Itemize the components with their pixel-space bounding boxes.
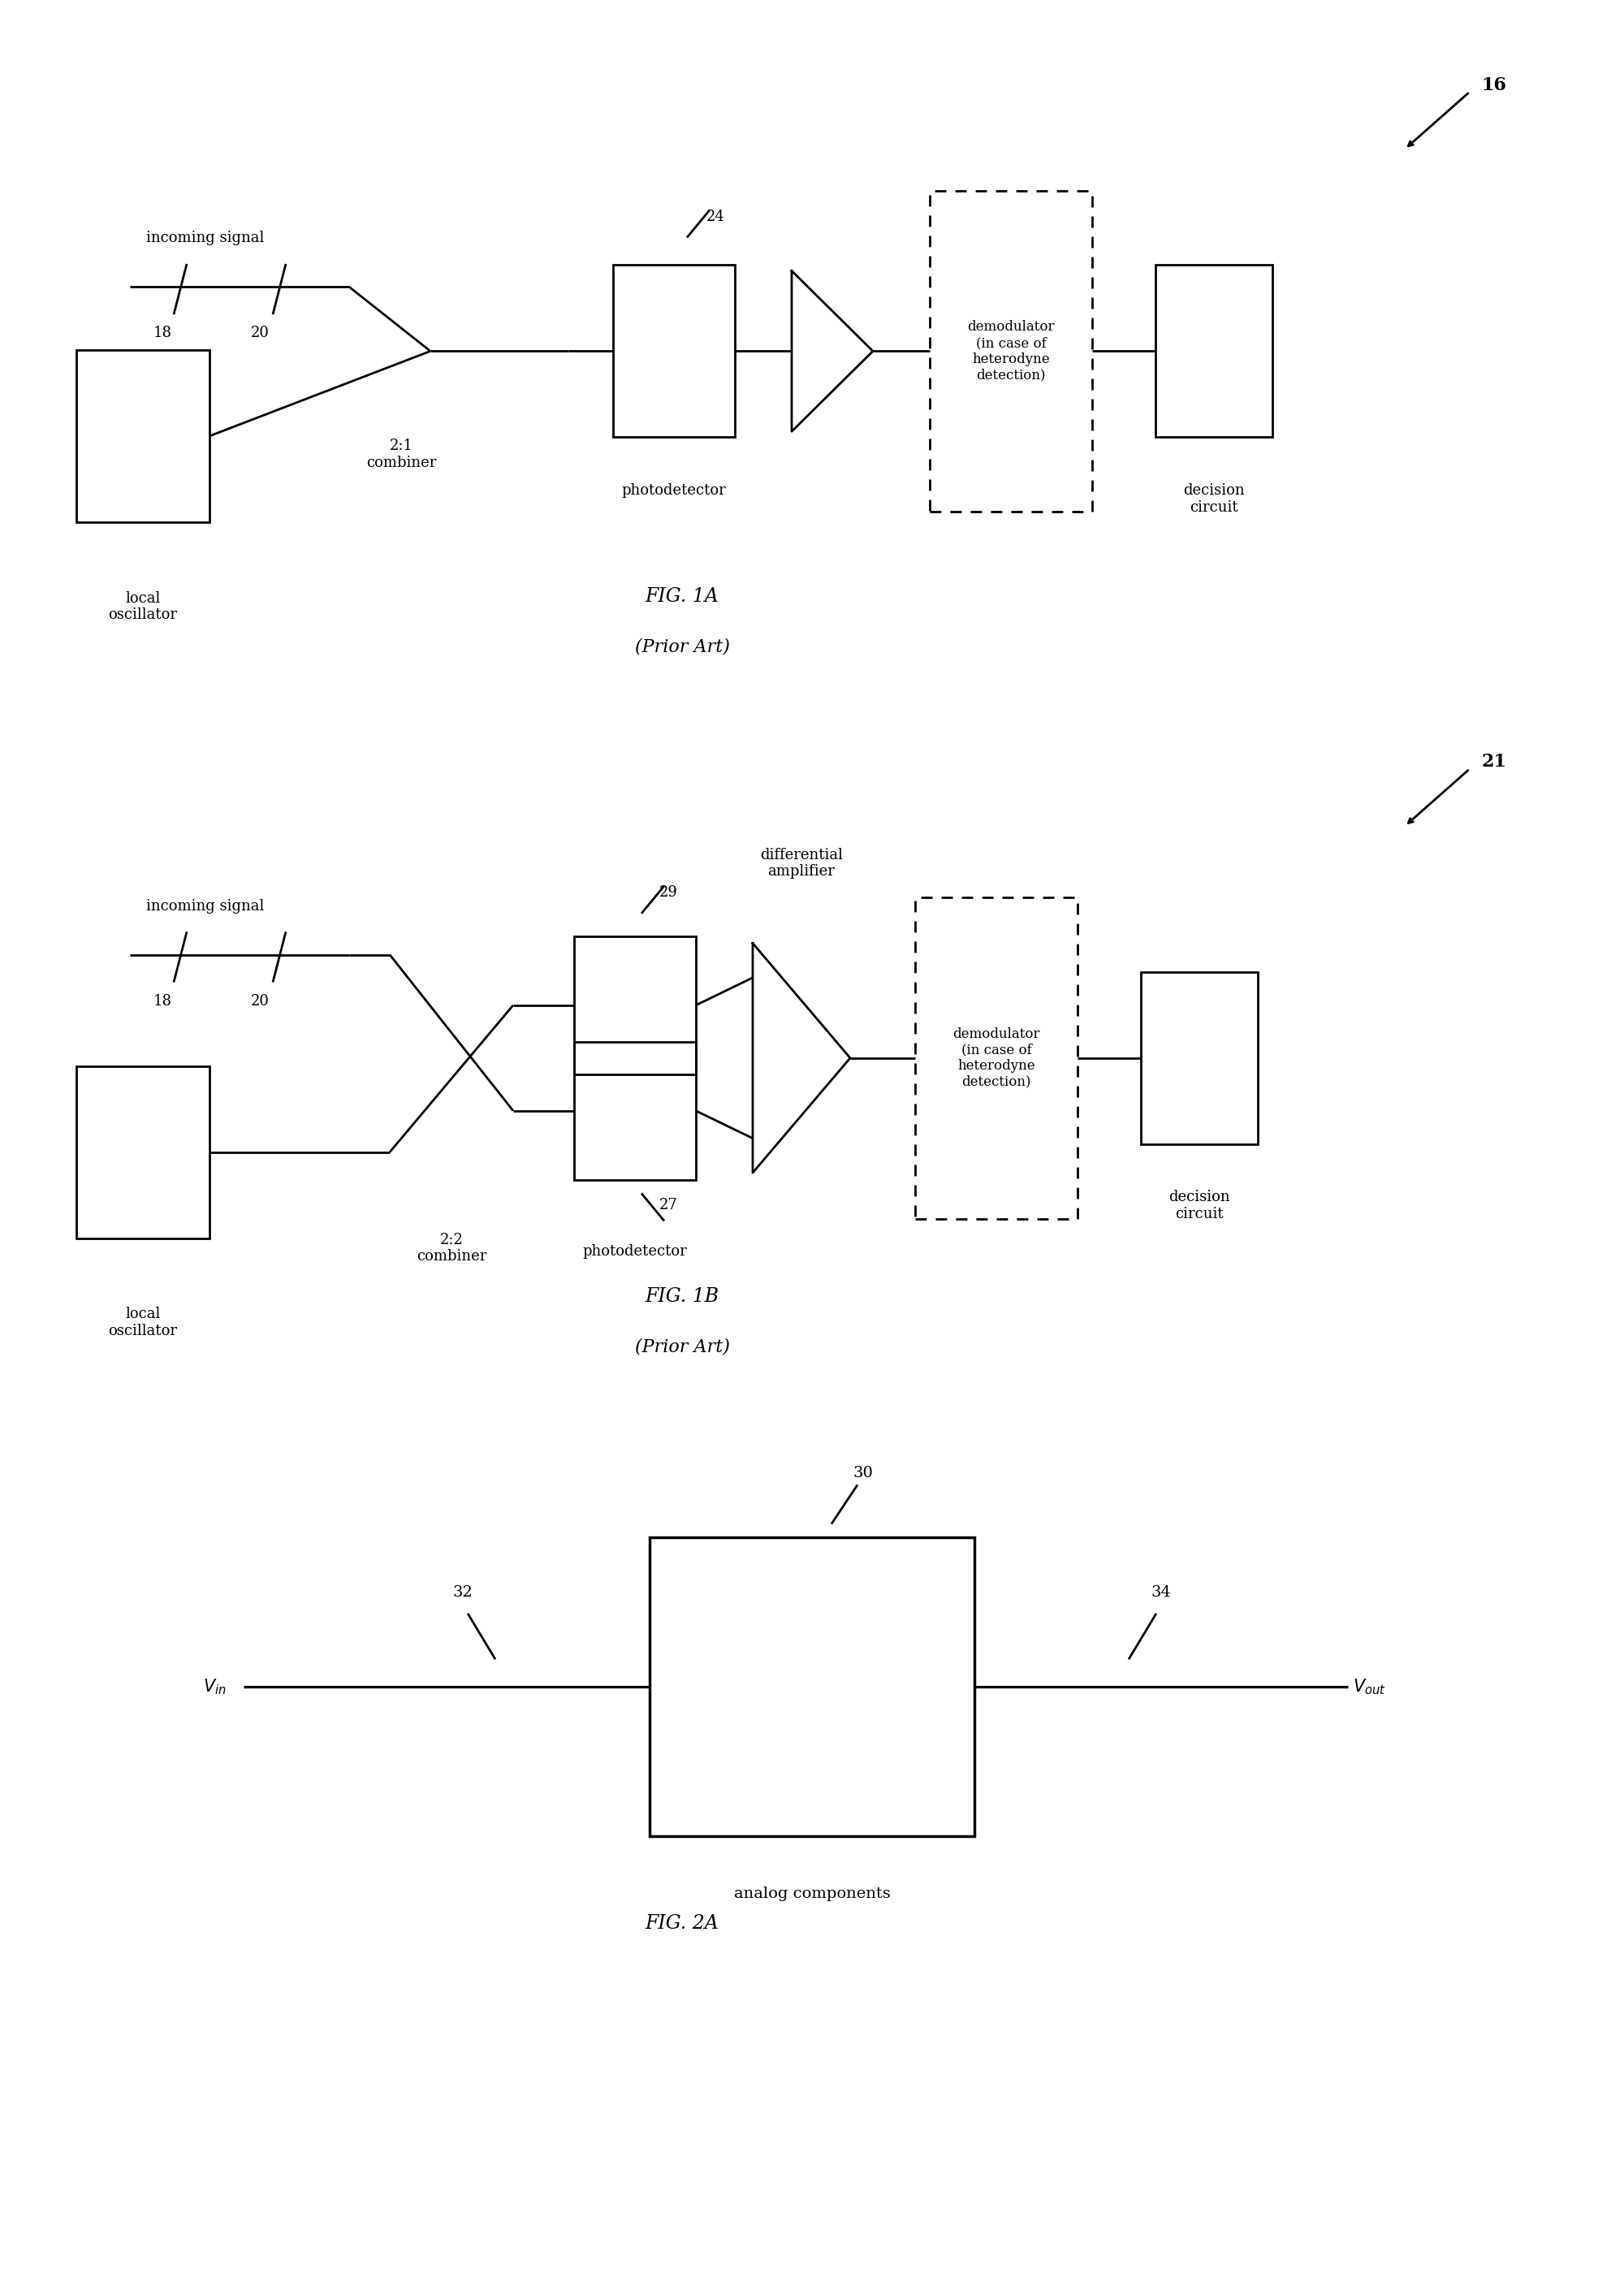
Text: 20: 20 bbox=[250, 326, 270, 340]
Text: demodulator
(in case of
heterodyne
detection): demodulator (in case of heterodyne detec… bbox=[953, 1028, 1039, 1088]
Bar bbox=[1140, 973, 1257, 1143]
Text: $V_{out}$: $V_{out}$ bbox=[1353, 1678, 1385, 1696]
Polygon shape bbox=[754, 943, 851, 1173]
Bar bbox=[914, 897, 1077, 1219]
Text: 27: 27 bbox=[659, 1198, 677, 1212]
Text: 20: 20 bbox=[250, 994, 270, 1008]
Text: 32: 32 bbox=[453, 1586, 473, 1600]
Text: incoming signal: incoming signal bbox=[146, 232, 265, 246]
Text: 2:1
combiner: 2:1 combiner bbox=[365, 438, 437, 470]
Text: local
oscillator: local oscillator bbox=[109, 1306, 177, 1338]
Text: 30: 30 bbox=[853, 1467, 872, 1480]
Text: decision
circuit: decision circuit bbox=[1184, 484, 1244, 514]
Bar bbox=[614, 266, 736, 436]
Text: 21: 21 bbox=[1481, 753, 1507, 771]
Text: $V_{in}$: $V_{in}$ bbox=[203, 1678, 226, 1696]
Text: 29: 29 bbox=[659, 886, 677, 900]
Text: 24: 24 bbox=[706, 209, 724, 225]
Text: differential
amplifier: differential amplifier bbox=[760, 847, 843, 879]
Bar bbox=[76, 1065, 209, 1239]
Text: FIG. 2A: FIG. 2A bbox=[645, 1914, 719, 1932]
Text: incoming signal: incoming signal bbox=[146, 900, 265, 913]
Text: FIG. 1A: FIG. 1A bbox=[645, 588, 719, 606]
Text: photodetector: photodetector bbox=[583, 1244, 687, 1258]
Bar bbox=[929, 190, 1091, 512]
Bar bbox=[76, 349, 209, 521]
Text: photodetector: photodetector bbox=[622, 484, 726, 498]
Text: local
oscillator: local oscillator bbox=[109, 590, 177, 622]
Bar bbox=[575, 936, 697, 1074]
Text: decision
circuit: decision circuit bbox=[1169, 1189, 1229, 1221]
Text: FIG. 1B: FIG. 1B bbox=[645, 1287, 719, 1306]
Text: 18: 18 bbox=[153, 326, 172, 340]
Text: (Prior Art): (Prior Art) bbox=[635, 638, 729, 656]
Text: 34: 34 bbox=[1151, 1586, 1171, 1600]
Text: 16: 16 bbox=[1481, 76, 1507, 94]
Bar bbox=[650, 1538, 974, 1836]
Polygon shape bbox=[791, 271, 874, 431]
Bar bbox=[1155, 266, 1272, 436]
Text: 18: 18 bbox=[153, 994, 172, 1008]
Text: analog components: analog components bbox=[734, 1886, 890, 1900]
Bar bbox=[575, 1042, 697, 1180]
Text: demodulator
(in case of
heterodyne
detection): demodulator (in case of heterodyne detec… bbox=[968, 321, 1054, 381]
Text: 2:2
combiner: 2:2 combiner bbox=[416, 1232, 487, 1265]
Text: (Prior Art): (Prior Art) bbox=[635, 1338, 729, 1356]
